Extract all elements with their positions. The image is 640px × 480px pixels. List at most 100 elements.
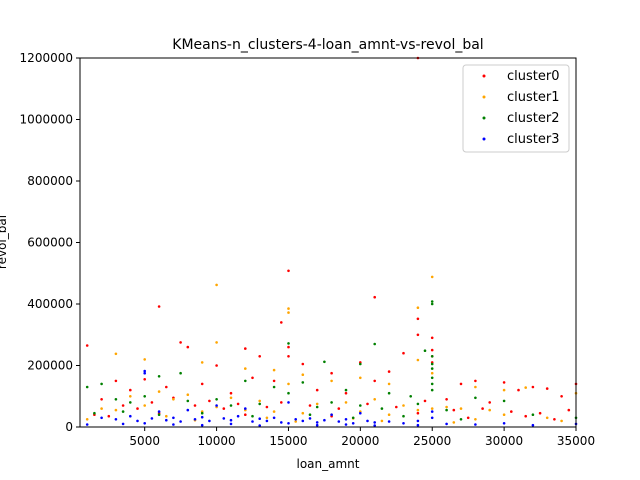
point-cluster0-65 (567, 408, 571, 412)
y-tick-label: 1000000 (20, 113, 73, 127)
point-cluster0-30 (114, 379, 118, 383)
point-cluster2-36 (380, 407, 384, 410)
point-cluster0-74 (553, 418, 556, 421)
point-cluster1-12 (301, 373, 305, 377)
point-cluster1-1 (430, 275, 434, 279)
point-cluster1-31 (402, 404, 405, 407)
point-cluster0-56 (308, 404, 312, 407)
point-cluster2-22 (430, 388, 434, 392)
point-cluster2-33 (315, 405, 319, 409)
point-cluster2-16 (301, 381, 305, 384)
point-cluster1-35 (100, 407, 103, 410)
legend-label-cluster0: cluster0 (507, 69, 559, 84)
point-cluster1-19 (524, 386, 527, 389)
point-cluster0-69 (244, 413, 247, 417)
point-cluster1-24 (186, 393, 190, 397)
point-cluster0-27 (545, 387, 549, 390)
point-cluster1-11 (272, 368, 276, 372)
x-tick-label: 35000 (557, 434, 595, 448)
point-cluster2-43 (200, 411, 204, 415)
point-cluster2-2 (287, 342, 290, 345)
point-cluster2-0 (430, 300, 434, 303)
point-cluster2-31 (258, 402, 262, 406)
point-cluster1-26 (258, 399, 262, 403)
point-cluster2-12 (157, 375, 161, 378)
point-cluster2-23 (474, 396, 477, 400)
point-cluster1-49 (545, 416, 549, 420)
point-cluster3-32 (315, 421, 319, 424)
point-cluster1-47 (430, 407, 434, 410)
point-cluster3-7 (359, 411, 362, 415)
point-cluster1-5 (114, 352, 118, 356)
point-cluster1-0 (215, 283, 218, 287)
point-cluster1-58 (380, 419, 384, 423)
x-tick-label: 20000 (341, 434, 379, 448)
point-cluster0-28 (560, 395, 563, 398)
point-cluster1-54 (474, 418, 477, 421)
legend-marker-cluster0 (482, 74, 486, 78)
point-cluster2-42 (157, 413, 161, 417)
point-cluster1-7 (143, 358, 146, 361)
point-cluster0-40 (315, 388, 319, 392)
point-cluster3-9 (330, 413, 333, 417)
point-cluster2-8 (430, 362, 434, 366)
point-cluster0-52 (222, 407, 226, 410)
y-tick-label: 1200000 (20, 51, 73, 65)
point-cluster3-55 (287, 422, 290, 425)
point-cluster0-34 (200, 382, 204, 386)
point-cluster3-36 (351, 422, 355, 425)
point-cluster0-58 (366, 402, 369, 406)
point-cluster0-24 (502, 381, 506, 384)
point-cluster0-42 (373, 379, 377, 383)
point-cluster2-5 (323, 360, 326, 364)
point-cluster2-26 (129, 401, 132, 404)
point-cluster2-18 (387, 391, 391, 395)
point-cluster0-41 (344, 391, 348, 395)
point-cluster1-46 (416, 408, 420, 412)
point-cluster3-5 (186, 408, 190, 412)
point-cluster2-30 (229, 404, 233, 407)
legend-label-cluster3: cluster3 (507, 132, 559, 147)
point-cluster1-6 (215, 341, 218, 344)
point-cluster0-22 (459, 382, 463, 386)
point-cluster3-11 (114, 418, 118, 421)
point-cluster1-10 (244, 367, 247, 370)
point-cluster1-48 (502, 413, 506, 417)
point-cluster1-29 (344, 401, 348, 404)
point-cluster3-48 (85, 423, 89, 426)
point-cluster3-40 (402, 422, 405, 425)
point-cluster3-42 (430, 416, 434, 420)
point-cluster1-3 (287, 311, 290, 314)
y-axis-ticks: 0 200000 400000 600000 800000 1000000 1200000 (20, 51, 80, 434)
point-cluster0-37 (272, 379, 276, 383)
point-cluster1-27 (287, 382, 290, 386)
point-cluster0-71 (416, 411, 420, 415)
point-cluster0-13 (301, 362, 305, 366)
point-cluster3-6 (157, 410, 161, 413)
point-cluster0-5 (416, 317, 420, 321)
point-cluster3-41 (416, 419, 420, 423)
point-cluster0-53 (236, 402, 240, 406)
point-cluster0-8 (179, 341, 182, 344)
point-cluster3-29 (294, 418, 298, 421)
x-tick-label: 15000 (269, 434, 307, 448)
point-cluster1-21 (129, 395, 132, 398)
point-cluster3-59 (416, 423, 420, 427)
point-cluster1-32 (445, 405, 448, 409)
point-cluster1-59 (452, 421, 456, 424)
point-cluster0-47 (136, 407, 139, 410)
x-axis-ticks: 5000 10000 15000 20000 25000 30000 35000 (129, 427, 595, 448)
point-cluster3-23 (236, 414, 240, 418)
point-cluster3-14 (150, 417, 154, 420)
point-cluster1-51 (165, 414, 168, 418)
point-cluster3-17 (179, 420, 182, 423)
point-cluster0-51 (208, 399, 211, 403)
point-cluster3-15 (165, 418, 168, 422)
point-cluster0-3 (373, 295, 377, 299)
point-cluster1-14 (359, 376, 362, 380)
point-cluster1-16 (430, 371, 434, 375)
point-cluster1-37 (143, 404, 146, 407)
point-cluster3-34 (337, 420, 341, 423)
point-cluster1-13 (330, 379, 333, 383)
point-cluster2-1 (430, 302, 434, 306)
